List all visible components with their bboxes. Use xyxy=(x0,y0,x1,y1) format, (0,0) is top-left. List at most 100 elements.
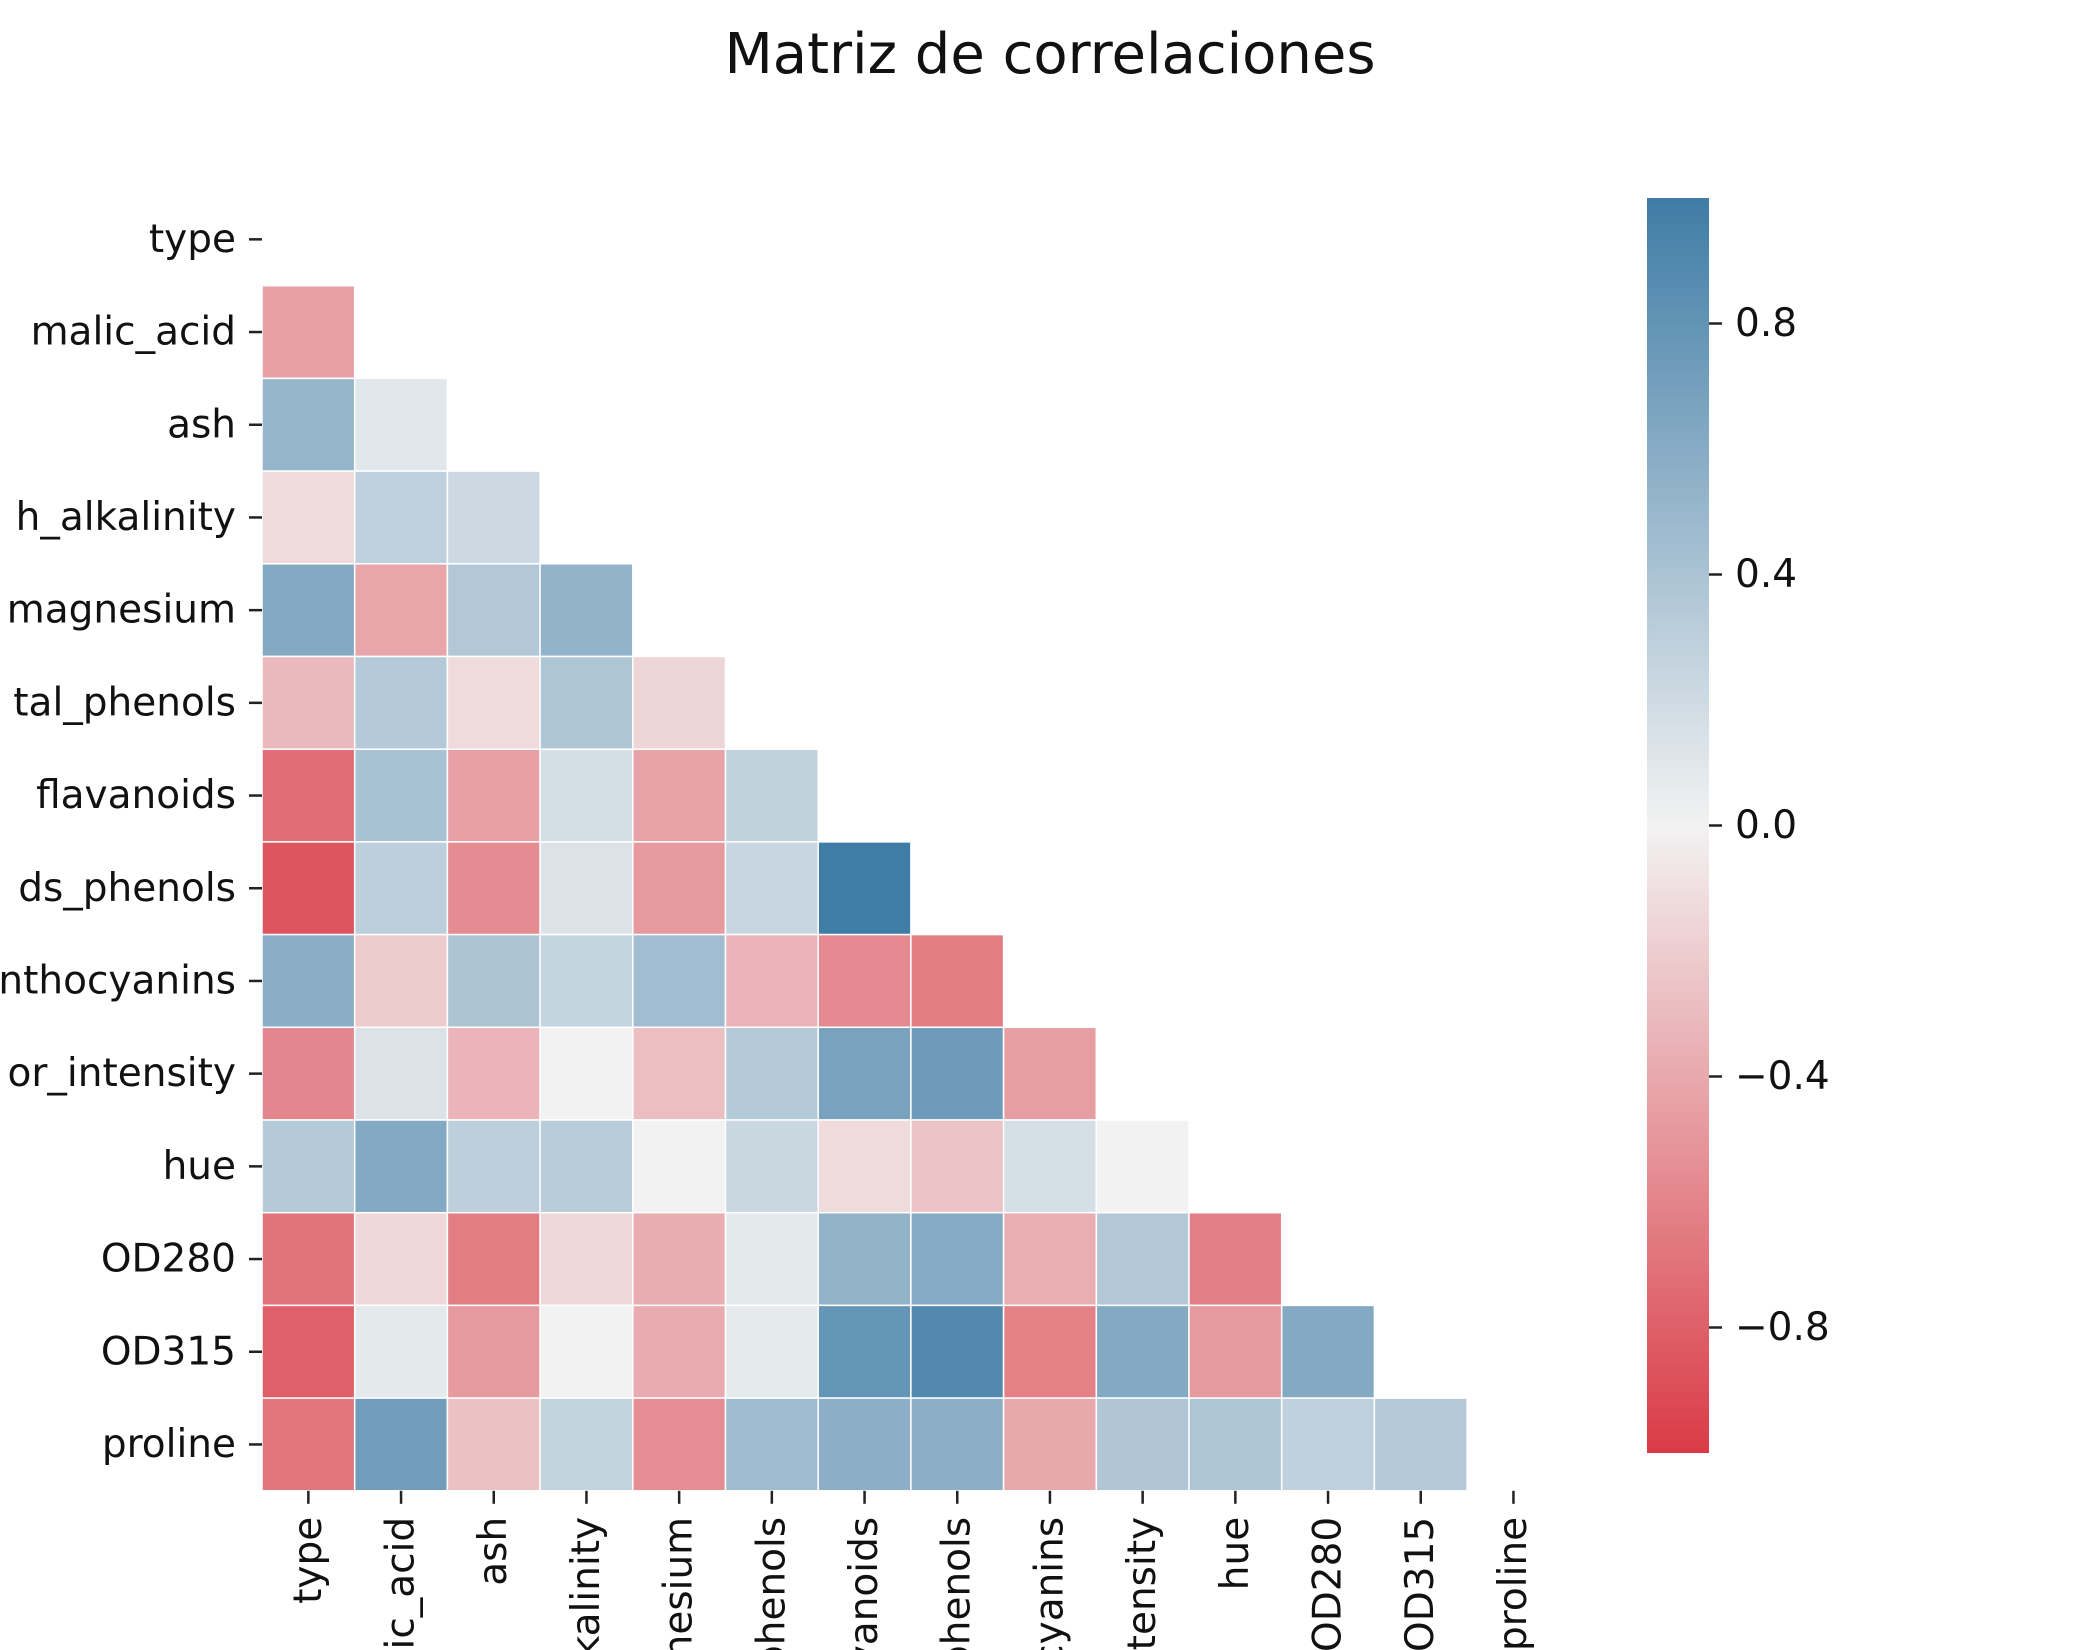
heatmap-cell-8-5 xyxy=(724,933,819,1029)
heatmap-cell-5-1 xyxy=(353,655,449,750)
heatmap-cell-7-5 xyxy=(724,841,819,936)
heatmap-cell-13-9 xyxy=(1095,1397,1190,1492)
col-tick-label: ntensity xyxy=(1120,1517,1165,1650)
heatmap-cell-13-1 xyxy=(353,1397,449,1492)
heatmap-cell-11-9 xyxy=(1095,1211,1190,1307)
row-tick-label: type xyxy=(149,217,236,262)
row-tick-label: h_alkalinity xyxy=(16,495,236,540)
heatmap-cell-7-0 xyxy=(261,841,356,936)
heatmap-cell-5-4 xyxy=(632,655,727,750)
col-tick-label: alkalinity xyxy=(564,1517,609,1650)
heatmap-cell-13-10 xyxy=(1188,1397,1283,1492)
col-tick-label: ash xyxy=(471,1517,516,1586)
col-tick-label: OD315 xyxy=(1398,1517,1443,1650)
row-tick-label: OD280 xyxy=(101,1237,236,1282)
heatmap-cell-3-1 xyxy=(353,470,449,565)
row-tick-label: nthocyanins xyxy=(0,958,236,1003)
heatmap-cell-8-1 xyxy=(353,933,449,1029)
col-tick-label: proline xyxy=(1491,1517,1536,1650)
heatmap-cell-4-2 xyxy=(446,563,541,658)
heatmap-cell-3-0 xyxy=(261,470,356,565)
heatmap-cell-11-3 xyxy=(539,1211,634,1307)
heatmap-cell-9-8 xyxy=(1002,1026,1098,1121)
heatmap-cell-12-9 xyxy=(1095,1304,1190,1399)
heatmap-cell-8-0 xyxy=(261,933,356,1029)
heatmap-cell-10-4 xyxy=(632,1119,727,1214)
heatmap-cell-6-3 xyxy=(539,748,634,843)
heatmap-cell-4-3 xyxy=(539,563,634,658)
heatmap-cell-10-2 xyxy=(446,1119,541,1214)
heatmap-cell-6-2 xyxy=(446,748,541,843)
heatmap-cell-9-0 xyxy=(261,1026,356,1121)
col-tick-label: hue xyxy=(1213,1517,1258,1590)
heatmap-cell-1-0 xyxy=(261,284,356,380)
heatmap-cell-6-5 xyxy=(724,748,819,843)
heatmap-cell-8-2 xyxy=(446,933,541,1029)
heatmap-cell-2-0 xyxy=(261,377,356,472)
row-tick-label: ash xyxy=(167,402,236,447)
heatmap-cell-10-6 xyxy=(817,1119,912,1214)
heatmap-cell-11-1 xyxy=(353,1211,449,1307)
heatmap-cell-12-5 xyxy=(724,1304,819,1399)
heatmap-cell-12-11 xyxy=(1280,1304,1376,1399)
heatmap-cell-4-1 xyxy=(353,563,449,658)
heatmap-cell-10-1 xyxy=(353,1119,449,1214)
heatmap-cell-5-3 xyxy=(539,655,634,750)
heatmap-cell-12-2 xyxy=(446,1304,541,1399)
heatmap-cell-3-2 xyxy=(446,470,541,565)
col-tick-label: ocyanins xyxy=(1027,1517,1072,1650)
heatmap-cell-13-5 xyxy=(724,1397,819,1492)
heatmap-cell-9-6 xyxy=(817,1026,912,1121)
heatmap-cell-6-4 xyxy=(632,748,727,843)
heatmap-cell-10-0 xyxy=(261,1119,356,1214)
heatmap-cell-8-7 xyxy=(910,933,1005,1029)
heatmap-cell-9-1 xyxy=(353,1026,449,1121)
heatmap-cell-12-6 xyxy=(817,1304,912,1399)
heatmap-cell-13-8 xyxy=(1002,1397,1098,1492)
heatmap-cell-11-7 xyxy=(910,1211,1005,1307)
heatmap-cell-13-2 xyxy=(446,1397,541,1492)
heatmap-cell-11-8 xyxy=(1002,1211,1098,1307)
heatmap-cell-12-8 xyxy=(1002,1304,1098,1399)
col-tick-labels: type alic_acid ash alkalinity gnesium _phenol… xyxy=(286,1490,1536,1650)
heatmap-cell-7-2 xyxy=(446,841,541,936)
heatmap-cell-13-3 xyxy=(539,1397,634,1492)
heatmap-cell-10-5 xyxy=(724,1119,819,1214)
heatmap-cells xyxy=(261,284,1468,1492)
colorbar-tick-label: 0.0 xyxy=(1735,803,1797,848)
heatmap-cell-13-4 xyxy=(632,1397,727,1492)
row-tick-label: or_intensity xyxy=(8,1051,236,1096)
heatmap-cell-13-7 xyxy=(910,1397,1005,1492)
heatmap-cell-11-0 xyxy=(261,1211,356,1307)
heatmap-cell-13-12 xyxy=(1373,1397,1468,1492)
col-tick-label: gnesium xyxy=(657,1517,702,1650)
colorbar-tick-label: 0.8 xyxy=(1735,301,1797,346)
colorbar-gradient xyxy=(1647,198,1709,1453)
heatmap-cell-7-1 xyxy=(353,841,449,936)
heatmap-cell-11-4 xyxy=(632,1211,727,1307)
col-tick-label: OD280 xyxy=(1306,1517,1351,1650)
heatmap-cell-11-10 xyxy=(1188,1211,1283,1307)
row-tick-label: flavanoids xyxy=(36,773,236,818)
heatmap-cell-12-7 xyxy=(910,1304,1005,1399)
row-tick-label: tal_phenols xyxy=(13,680,236,725)
row-tick-label: proline xyxy=(102,1422,236,1467)
heatmap-cell-11-5 xyxy=(724,1211,819,1307)
heatmap-cell-6-1 xyxy=(353,748,449,843)
heatmap-cell-10-7 xyxy=(910,1119,1005,1214)
heatmap-cell-9-5 xyxy=(724,1026,819,1121)
colorbar-tick-label: −0.4 xyxy=(1735,1054,1830,1099)
heatmap-cell-12-0 xyxy=(261,1304,356,1399)
heatmap-cell-5-2 xyxy=(446,655,541,750)
heatmap-cell-10-9 xyxy=(1095,1119,1190,1214)
col-tick-label: avanoids xyxy=(842,1517,887,1650)
heatmap-cell-5-0 xyxy=(261,655,356,750)
heatmap-cell-10-8 xyxy=(1002,1119,1098,1214)
heatmap-cell-11-2 xyxy=(446,1211,541,1307)
heatmap-cell-2-1 xyxy=(353,377,449,472)
heatmap-cell-8-4 xyxy=(632,933,727,1029)
colorbar-tick-label: 0.4 xyxy=(1735,552,1797,597)
heatmap-cell-8-6 xyxy=(817,933,912,1029)
